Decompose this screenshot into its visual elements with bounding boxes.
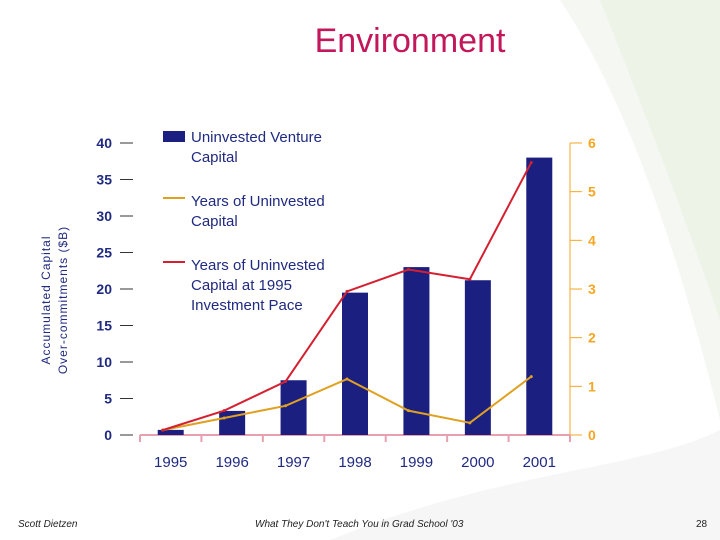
x-axis: 1995 1996 1997 1998 1999 2000 2001 (139, 434, 571, 471)
legend: Uninvested Venture Capital Years of Uninve… (163, 129, 325, 314)
bar (464, 280, 491, 435)
bar (342, 292, 368, 435)
right-axis: 0 1 2 3 4 5 6 (569, 135, 596, 443)
line-point (468, 421, 472, 425)
line-point (529, 160, 533, 164)
footer-course: What They Don't Teach You in Grad School… (255, 519, 464, 530)
y-label-line: Accumulated Capital (39, 235, 53, 364)
footer-author: Scott Dietzen (18, 519, 78, 530)
bar (526, 157, 553, 435)
bar (280, 380, 307, 435)
line-series (161, 160, 533, 432)
bar (157, 429, 184, 435)
legend-label: Years of Uninvested (191, 257, 325, 274)
legend-label: Capital at 1995 (191, 277, 292, 294)
legend-label: Years of Uninvested (191, 193, 325, 210)
legend-label: Uninvested Venture (191, 129, 322, 146)
y2-tick-label: 3 (588, 281, 596, 297)
bar (403, 267, 430, 435)
decor-swoosh-2 (600, 0, 720, 320)
y2-tick-label: 1 (588, 378, 596, 394)
y2-tick-label: 6 (588, 135, 596, 151)
line-point (529, 375, 533, 379)
y2-tick-label: 2 (588, 330, 596, 346)
legend-label: Capital (191, 149, 238, 166)
y2-tick-label: 4 (588, 232, 596, 248)
line-point (284, 379, 288, 383)
x-tick-label: 1999 (400, 454, 433, 471)
line-point (284, 404, 288, 408)
y-axis-label: Accumulated Capital Over-commitments ($B) (39, 226, 70, 374)
line-point (406, 268, 410, 272)
x-tick-label: 2001 (523, 454, 556, 471)
line-point (222, 409, 226, 413)
y2-tick-label: 0 (588, 427, 596, 443)
line-point (222, 416, 226, 420)
line-point (468, 277, 472, 281)
y-tick-label: 35 (96, 172, 112, 188)
x-tick-label: 2000 (461, 454, 494, 471)
y-tick-label: 40 (96, 135, 112, 151)
x-tick-label: 1997 (277, 454, 310, 471)
y-tick-label: 0 (104, 427, 112, 443)
legend-label: Capital (191, 213, 238, 230)
legend-swatch-bar (163, 131, 185, 142)
slide-decoration (330, 0, 720, 540)
x-tick-label: 1995 (154, 454, 187, 471)
y-tick-label: 20 (96, 281, 112, 297)
y-label-line: Over-commitments ($B) (56, 226, 70, 374)
y-tick-label: 15 (96, 318, 112, 334)
page-number: 28 (696, 519, 708, 530)
x-tick-label: 1996 (215, 454, 248, 471)
left-axis: 0 5 10 15 20 25 30 35 40 (96, 135, 133, 443)
legend-label: Investment Pace (191, 297, 303, 314)
y-tick-label: 25 (96, 245, 112, 261)
slide-title: Environment (314, 22, 506, 60)
line-point (406, 409, 410, 413)
line-point (161, 428, 165, 432)
line-point (345, 289, 349, 293)
decor-swoosh-3 (330, 430, 720, 540)
line-point (345, 377, 349, 381)
y2-tick-label: 5 (588, 184, 596, 200)
y-tick-label: 5 (104, 391, 112, 407)
x-tick-label: 1998 (338, 454, 371, 471)
y-tick-label: 10 (96, 354, 112, 370)
y-tick-label: 30 (96, 208, 112, 224)
